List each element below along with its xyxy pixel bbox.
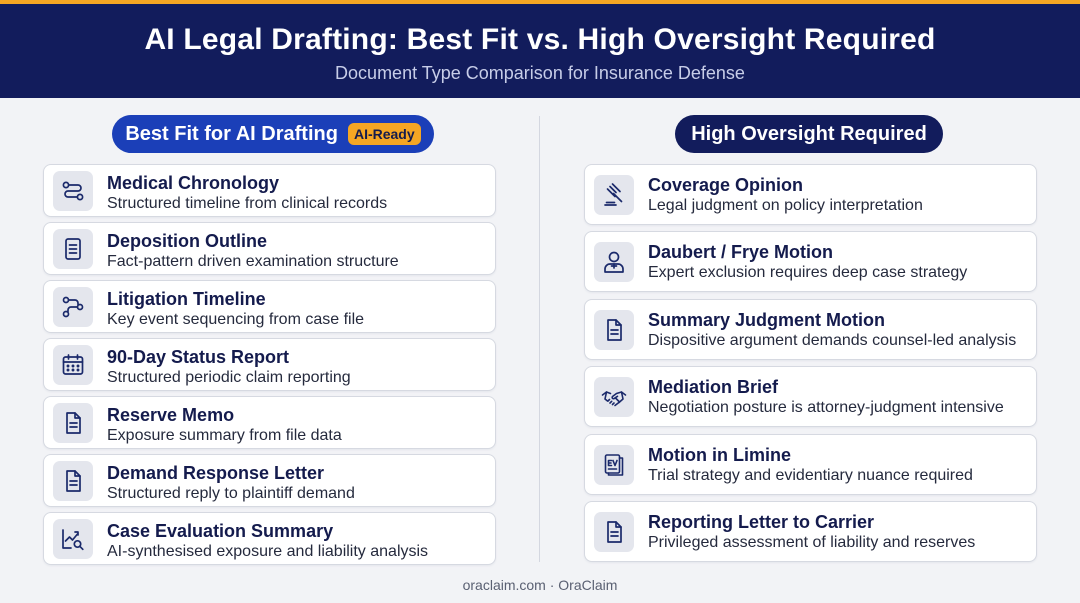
- accent-bar: [0, 0, 1080, 4]
- card-title: Mediation Brief: [648, 377, 779, 397]
- card-description: Negotiation posture is attorney-judgment…: [648, 399, 1004, 416]
- card-description: Dispositive argument demands counsel-led…: [648, 332, 1017, 349]
- card-description: Key event sequencing from case file: [107, 311, 365, 328]
- card-description: Exposure summary from file data: [107, 427, 342, 444]
- oversight-card-motion-in-limine: Motion in Limine Trial strategy and evid…: [584, 434, 1037, 495]
- handshake-icon: [594, 377, 634, 417]
- footer-credit: oraclaim.com · OraClaim: [462, 577, 618, 593]
- card-description: AI-synthesised exposure and liability an…: [107, 543, 429, 560]
- best-fit-heading-label: Best Fit for AI Drafting: [125, 122, 338, 145]
- card-description: Trial strategy and evidentiary nuance re…: [648, 467, 973, 484]
- card-description: Expert exclusion requires deep case stra…: [648, 264, 968, 281]
- document-lines-icon: [53, 229, 93, 269]
- card-title: Coverage Opinion: [648, 175, 804, 195]
- best-fit-card-litigation-timeline: Litigation Timeline Key event sequencing…: [43, 280, 496, 333]
- document-icon: [594, 310, 634, 350]
- best-fit-card-case-evaluation-summary: Case Evaluation Summary AI-synthesised e…: [43, 512, 496, 565]
- card-title: Summary Judgment Motion: [648, 310, 886, 330]
- sequence-icon: [53, 287, 93, 327]
- card-description: Fact-pattern driven examination structur…: [107, 253, 399, 270]
- oversight-card-reporting-letter: Reporting Letter to Carrier Privileged a…: [584, 501, 1037, 562]
- ai-ready-badge: AI-Ready: [347, 123, 421, 145]
- card-description: Structured periodic claim reporting: [107, 369, 351, 386]
- card-title: Medical Chronology: [107, 173, 280, 193]
- card-description: Legal judgment on policy interpretation: [648, 197, 923, 214]
- card-title: 90-Day Status Report: [107, 347, 290, 367]
- page-title: AI Legal Drafting: Best Fit vs. High Ove…: [144, 23, 936, 56]
- best-fit-card-status-report: 90-Day Status Report Structured periodic…: [43, 338, 496, 391]
- high-oversight-heading: High Oversight Required: [675, 115, 943, 153]
- oversight-card-coverage-opinion: Coverage Opinion Legal judgment on polic…: [584, 164, 1037, 225]
- card-title: Litigation Timeline: [107, 289, 266, 309]
- card-title: Deposition Outline: [107, 231, 267, 251]
- best-fit-card-reserve-memo: Reserve Memo Exposure summary from file …: [43, 396, 496, 449]
- oversight-card-summary-judgment-motion: Summary Judgment Motion Dispositive argu…: [584, 299, 1037, 360]
- flow-icon: [53, 171, 93, 211]
- card-description: Structured timeline from clinical record…: [107, 195, 388, 212]
- card-title: Motion in Limine: [648, 445, 791, 465]
- best-fit-card-medical-chronology: Medical Chronology Structured timeline f…: [43, 164, 496, 217]
- chart-search-icon: [53, 519, 93, 559]
- gavel-icon: [594, 175, 634, 215]
- expert-icon: [594, 242, 634, 282]
- card-title: Daubert / Frye Motion: [648, 242, 834, 262]
- card-title: Case Evaluation Summary: [107, 521, 334, 541]
- calendar-icon: [53, 345, 93, 385]
- oversight-card-daubert-frye-motion: Daubert / Frye Motion Expert exclusion r…: [584, 231, 1037, 292]
- evidence-icon: [594, 445, 634, 485]
- header-banner: AI Legal Drafting: Best Fit vs. High Ove…: [0, 4, 1080, 98]
- best-fit-heading: Best Fit for AI Drafting AI-Ready: [112, 115, 434, 153]
- page-subtitle: Document Type Comparison for Insurance D…: [335, 63, 745, 83]
- card-description: Structured reply to plaintiff demand: [107, 485, 355, 502]
- best-fit-card-deposition-outline: Deposition Outline Fact-pattern driven e…: [43, 222, 496, 275]
- high-oversight-heading-label: High Oversight Required: [691, 122, 927, 145]
- document-icon: [594, 512, 634, 552]
- document-icon: [53, 403, 93, 443]
- column-divider: [539, 116, 540, 562]
- document-icon: [53, 461, 93, 501]
- card-title: Reserve Memo: [107, 405, 235, 425]
- card-title: Reporting Letter to Carrier: [648, 512, 875, 532]
- card-title: Demand Response Letter: [107, 463, 325, 483]
- card-description: Privileged assessment of liability and r…: [648, 534, 976, 551]
- oversight-card-mediation-brief: Mediation Brief Negotiation posture is a…: [584, 366, 1037, 427]
- best-fit-card-demand-response-letter: Demand Response Letter Structured reply …: [43, 454, 496, 507]
